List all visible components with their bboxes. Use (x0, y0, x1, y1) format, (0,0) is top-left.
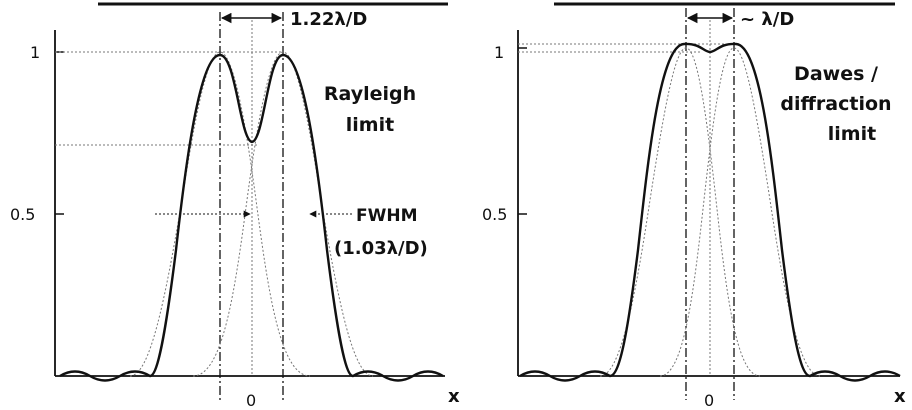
right-combined-curve (519, 42, 901, 382)
right-panel: ~ λ/D 1 0.5 0 x Dawes / diffraction limi… (482, 2, 906, 410)
left-component-b (192, 51, 374, 377)
left-fwhm-label: FWHM (356, 206, 418, 226)
right-x-origin-label: 0 (704, 391, 714, 410)
left-component-a (129, 51, 311, 377)
right-component-a (599, 47, 761, 377)
left-y-tick-1-label: 1 (30, 43, 40, 62)
left-y-tick-half-label: 0.5 (10, 205, 35, 224)
right-x-axis-label: x (894, 386, 906, 407)
right-criterion-line3: limit (828, 123, 876, 145)
left-x-origin-label: 0 (246, 391, 256, 410)
left-criterion-line1: Rayleigh (324, 83, 416, 105)
left-criterion-line2: limit (346, 114, 394, 136)
right-y-tick-half-label: 0.5 (482, 205, 507, 224)
left-panel: 1.22λ/D 1 0.5 0 x Rayleigh limit FWHM (1… (10, 2, 460, 410)
right-criterion-line2: diffraction (780, 93, 891, 115)
left-combined-curve (59, 53, 444, 382)
left-spacing-label: 1.22λ/D (290, 9, 367, 30)
right-y-tick-1-label: 1 (494, 43, 504, 62)
right-criterion-line1: Dawes / (794, 63, 878, 85)
right-spacing-label: ~ λ/D (740, 9, 794, 30)
left-x-axis-label: x (448, 386, 460, 407)
left-fwhm-value: (1.03λ/D) (334, 238, 428, 259)
